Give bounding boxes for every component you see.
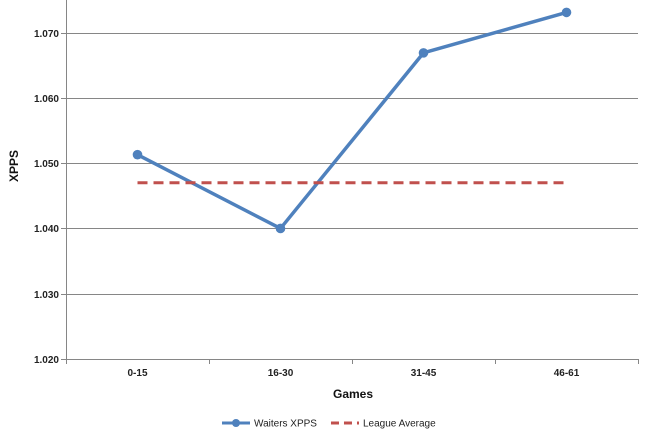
data-point: [275, 223, 286, 234]
legend-label: Waiters XPPS: [254, 419, 317, 430]
y-tick-label: 1.020: [34, 355, 59, 366]
y-tick-label: 1.050: [34, 159, 59, 170]
y-tick-labels: 1.020 1.030 1.040 1.050 1.060 1.070: [34, 29, 59, 366]
x-tick-label: 31-45: [411, 368, 437, 379]
legend-label: League Average: [363, 419, 436, 430]
x-tick-labels: 0-15 16-30 31-45 46-61: [127, 368, 579, 379]
series-line-1: [136, 10, 567, 231]
data-point: [418, 48, 429, 58]
legend-item: League Average: [330, 419, 436, 430]
x-axis-title: Games: [333, 387, 373, 401]
legend: Waiters XPPS League Average: [222, 419, 436, 430]
gridlines: [61, 33, 639, 364]
data-point: [132, 149, 143, 160]
legend-item: Waiters XPPS: [222, 419, 317, 430]
x-tick-label: 16-30: [268, 368, 294, 379]
y-tick-label: 1.040: [34, 224, 59, 235]
data-point: [561, 7, 572, 18]
y-tick-label: 1.030: [34, 290, 59, 301]
y-tick-label: 1.060: [34, 94, 59, 105]
x-tick-label: 46-61: [554, 368, 580, 379]
legend-marker: [232, 419, 240, 427]
y-axis-title: XPPS: [7, 150, 21, 182]
series-layer: [132, 7, 572, 234]
x-tick-label: 0-15: [127, 368, 147, 379]
y-tick-label: 1.070: [34, 29, 59, 40]
